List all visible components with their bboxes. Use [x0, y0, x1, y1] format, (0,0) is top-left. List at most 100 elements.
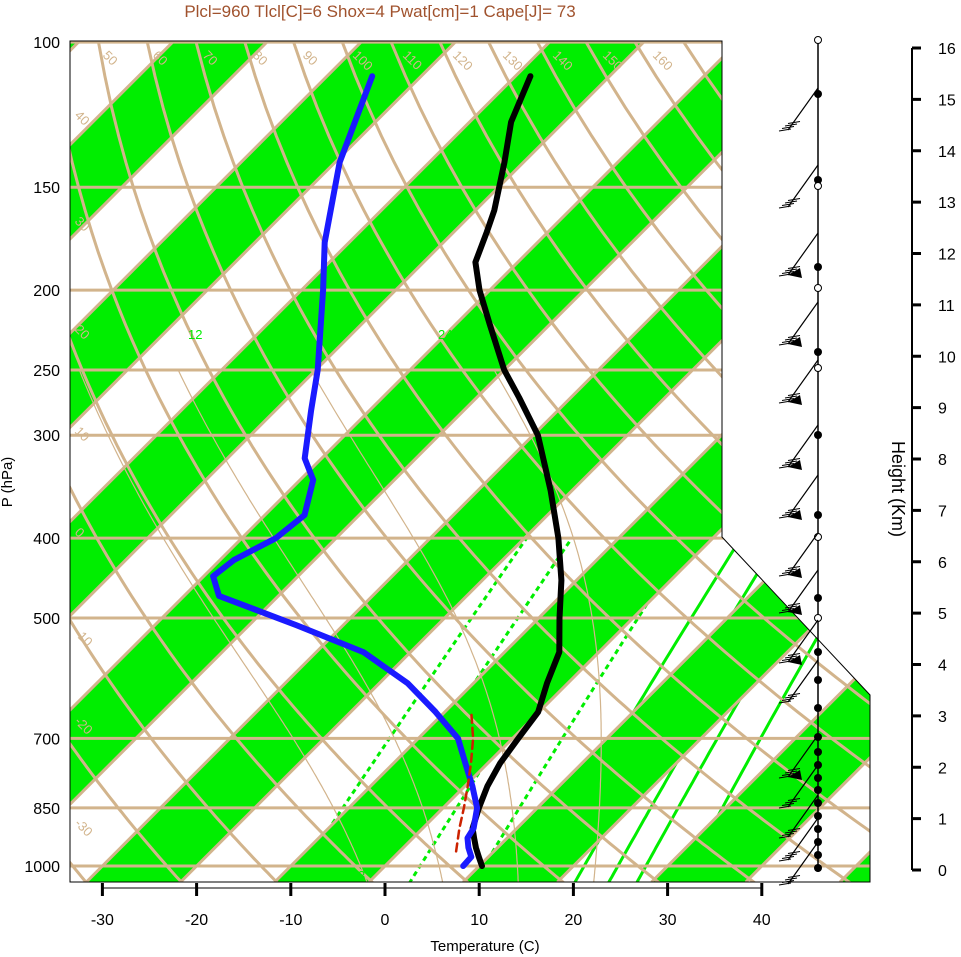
wind-level-dot — [814, 511, 822, 519]
moist-adiabat — [78, 369, 369, 882]
wind-level-dot — [814, 799, 822, 807]
wind-level-dot — [814, 36, 822, 44]
wind-barb-feather — [784, 695, 798, 699]
temperature-band — [70, 41, 457, 882]
temperature-axis-title: Temperature (C) — [430, 938, 539, 955]
dry-adiabat — [70, 41, 379, 882]
isotherm-line — [70, 41, 270, 882]
wind-barb-feather — [778, 835, 792, 839]
wind-barb-feather — [787, 266, 801, 269]
wind-barb-feather — [781, 658, 795, 661]
height-tick-label: 5 — [938, 606, 947, 623]
temperature-tick-label: 10 — [470, 912, 488, 929]
wind-barb-feather — [784, 510, 798, 514]
wind-barb-feather — [781, 126, 795, 129]
wind-barb-feather — [784, 460, 798, 464]
pressure-tick-label: 400 — [33, 531, 60, 548]
isotherm-label: 10 — [730, 266, 751, 287]
height-tick-label: 7 — [938, 503, 947, 520]
wind-barb-shaft — [787, 424, 819, 468]
pressure-tick-label: 500 — [33, 611, 60, 628]
pressure-tick-label: 100 — [33, 35, 60, 52]
wind-barb-feather — [787, 875, 801, 878]
dry-adiabat — [70, 41, 187, 882]
mixing-ratio-line — [472, 537, 691, 882]
wind-barb-pennant — [788, 510, 802, 520]
wind-barb-feather — [787, 653, 801, 656]
dry-adiabat — [70, 41, 474, 882]
wind-barb-feather — [778, 273, 792, 277]
wind-barb-shaft — [787, 359, 819, 403]
height-tick-label: 0 — [938, 863, 947, 880]
wind-barb-feather — [778, 775, 792, 779]
wind-barb-feather — [778, 400, 792, 404]
isotherm-line — [70, 41, 741, 882]
mixing-ratio-line — [341, 537, 574, 882]
wind-barb-feather — [778, 882, 792, 886]
moist-adiabat — [493, 369, 602, 882]
wind-barb-feather — [778, 610, 792, 614]
wind-barb-feather — [784, 830, 798, 834]
wind-barb-feather — [787, 198, 801, 201]
pressure-tick-label: 850 — [33, 801, 60, 818]
chart-title: Plcl=960 Tlcl[C]=6 Shox=4 Pwat[cm]=1 Cap… — [184, 2, 575, 21]
wind-barb-feather — [787, 603, 801, 606]
moist-adiabat — [177, 369, 444, 882]
wind-barb-feather — [784, 200, 798, 204]
isotherm-line — [179, 41, 870, 882]
dry-adiabat — [375, 41, 870, 882]
wind-level-dot — [814, 864, 822, 872]
wind-barb-feather — [784, 337, 798, 341]
isotherm-label: 30 — [730, 52, 751, 73]
dry-adiabat — [70, 41, 570, 882]
mixing-ratio-label: 24 — [438, 327, 452, 342]
mixing-ratio-label: 3 — [358, 868, 365, 883]
pressure-tick-label: 200 — [33, 283, 60, 300]
wind-barb-feather — [787, 566, 801, 569]
isotherm-line — [70, 41, 364, 882]
pressure-tick-label: 150 — [33, 180, 60, 197]
temperature-tick-label: 30 — [659, 912, 677, 929]
wind-barb-pennant — [788, 655, 802, 665]
wind-barb-feather — [781, 463, 795, 466]
wind-level-dot — [814, 733, 822, 741]
wind-level-dot — [814, 182, 822, 190]
adiabat-label: 160 — [650, 48, 676, 74]
wind-barb-feather — [787, 693, 801, 696]
wind-barb-shaft — [787, 87, 819, 131]
mixing-ratio-labels: 3 8 12 16 24 32 — [188, 327, 662, 883]
wind-barb-feather — [784, 395, 798, 399]
wind-barb-feather — [787, 828, 801, 831]
temperature-tick-label: -10 — [279, 912, 302, 929]
wind-barb-feather — [778, 128, 792, 132]
wind-barb-pennant — [788, 568, 802, 578]
wind-barb-feather — [784, 877, 798, 881]
wind-barb-pennant — [788, 605, 802, 615]
wind-barb-feather — [778, 805, 792, 809]
sounding-traces — [210, 73, 565, 869]
wind-level-dot — [814, 748, 822, 756]
wind-barb-feather — [784, 123, 798, 127]
dry-adiabat — [70, 41, 283, 882]
wind-barb-feather — [778, 660, 792, 664]
pressure-axis: 100 150 200 250 300 400 500 700 850 1000 — [24, 35, 60, 876]
height-tick-label: 11 — [938, 298, 955, 315]
height-tick-label: 3 — [938, 709, 947, 726]
wind-barb-feather — [778, 515, 792, 519]
height-tick-label: 6 — [938, 555, 947, 572]
wind-level-dot — [814, 364, 822, 372]
height-tick-label: 14 — [938, 144, 956, 161]
mixing-ratio-label: 32 — [648, 327, 662, 342]
wind-level-dot — [814, 263, 822, 271]
dry-adiabat — [91, 41, 666, 882]
isotherm-label: 20 — [730, 163, 751, 184]
wind-level-dot — [814, 614, 822, 622]
isotherm-line — [70, 41, 552, 882]
wind-barb-feather — [787, 851, 801, 854]
temperature-tick-label: 20 — [565, 912, 583, 929]
wind-level-dot — [814, 648, 822, 656]
height-tick-label: 10 — [938, 349, 956, 366]
temperature-tick-label: -30 — [91, 912, 114, 929]
dry-adiabat — [280, 41, 870, 882]
wind-level-dot — [814, 774, 822, 782]
